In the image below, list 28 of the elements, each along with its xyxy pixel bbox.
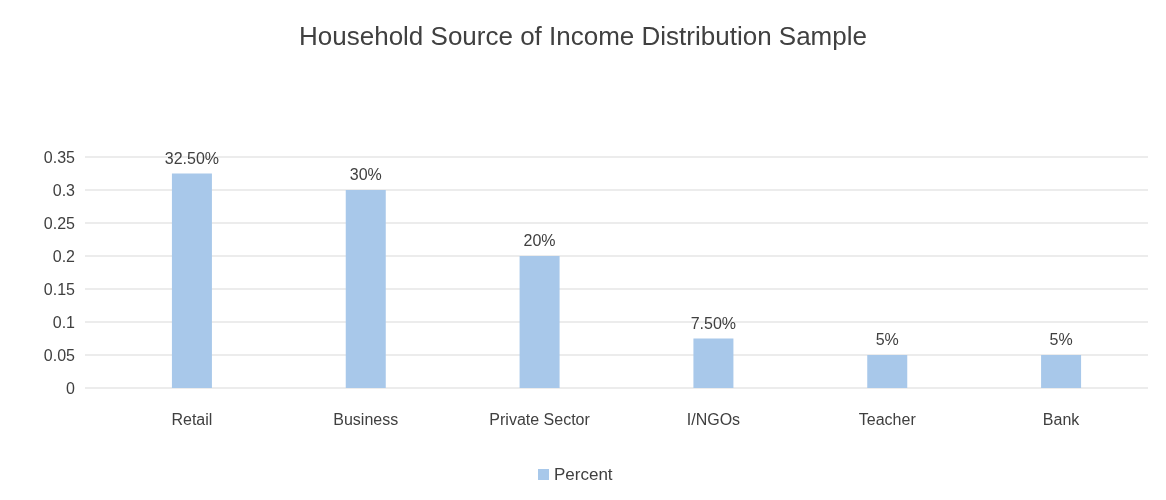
bar — [171, 173, 212, 388]
x-tick-label: Private Sector — [489, 411, 591, 428]
y-tick-label: 0.35 — [43, 148, 76, 166]
bar — [1041, 355, 1082, 388]
x-tick-label: Bank — [1042, 411, 1081, 428]
data-label: 20% — [523, 232, 556, 249]
y-tick-label: 0.15 — [43, 280, 76, 298]
chart-title: Household Source of Income Distribution Sample — [299, 21, 867, 51]
bar — [693, 338, 734, 388]
data-label: 5% — [875, 331, 899, 348]
y-tick-label: 0.1 — [52, 313, 76, 331]
bar — [345, 190, 386, 388]
y-tick-label: 0.2 — [52, 247, 76, 265]
data-label: 30% — [349, 166, 382, 183]
data-label: 7.50% — [690, 314, 737, 332]
x-tick-label: Teacher — [858, 411, 917, 428]
bar — [867, 355, 908, 388]
bar — [519, 256, 560, 388]
x-tick-label: I/NGOs — [686, 411, 741, 428]
legend-label: Percent — [554, 465, 613, 484]
y-tick-label: 0 — [66, 379, 76, 397]
y-tick-label: 0.25 — [43, 214, 76, 232]
data-label: 5% — [1049, 331, 1073, 348]
data-label: 32.50% — [164, 149, 220, 167]
y-tick-label: 0.3 — [52, 181, 76, 199]
x-tick-label: Business — [333, 411, 399, 428]
y-tick-label: 0.05 — [43, 346, 76, 364]
x-tick-label: Retail — [171, 411, 213, 428]
